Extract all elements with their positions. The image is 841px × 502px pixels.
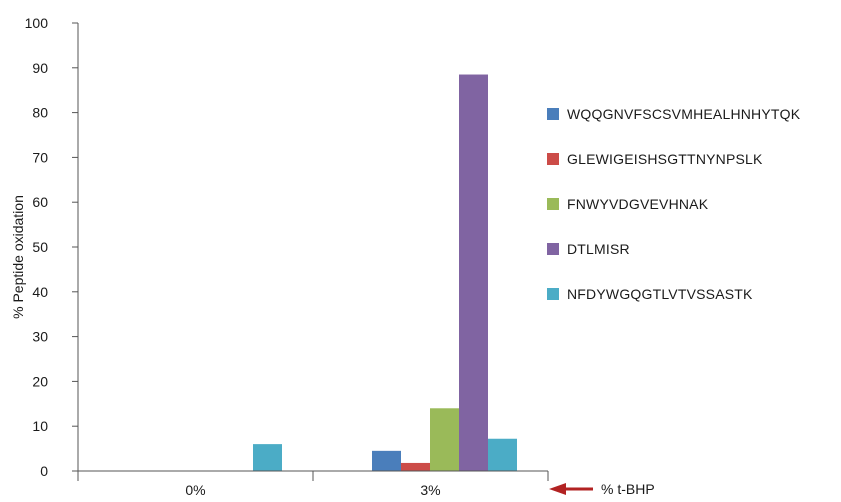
legend-label: DTLMISR: [567, 241, 630, 257]
y-tick-label: 60: [32, 194, 48, 210]
bar: [430, 408, 459, 471]
legend-swatch: [547, 288, 559, 300]
y-axis: [72, 22, 79, 472]
y-tick-label: 20: [32, 373, 48, 389]
y-tick-label: 80: [32, 105, 48, 121]
legend-label: GLEWIGEISHSGTTNYNPSLK: [567, 151, 763, 167]
bar: [488, 438, 517, 471]
legend-label: FNWYVDGVEVHNAK: [567, 196, 709, 212]
x-axis-title: % t-BHP: [601, 481, 655, 497]
legend: WQQGNVFSCSVMHEALHNHYTQK GLEWIGEISHSGTTNYN…: [547, 106, 801, 302]
x-axis-title-group: % t-BHP: [549, 481, 655, 497]
legend-swatch: [547, 153, 559, 165]
bar: [459, 74, 488, 472]
bar: [253, 444, 282, 471]
arrow-icon: [549, 483, 593, 495]
y-tick-label: 90: [32, 60, 48, 76]
bar: [372, 450, 401, 471]
legend-label: NFDYWGQGTLVTVSSASTK: [567, 286, 753, 302]
y-tick-label: 70: [32, 149, 48, 165]
legend-swatch: [547, 108, 559, 120]
x-tick-labels: 0% 3%: [185, 482, 440, 498]
y-tick-labels: 0 10 20 30 40 50 60 70 80 90 100: [25, 15, 49, 479]
y-tick-label: 100: [25, 15, 49, 31]
legend-swatch: [547, 243, 559, 255]
y-tick-label: 30: [32, 329, 48, 345]
y-tick-label: 50: [32, 239, 48, 255]
x-tick-label: 0%: [185, 482, 205, 498]
y-tick-label: 40: [32, 284, 48, 300]
bar: [401, 462, 430, 471]
y-axis-title: % Peptide oxidation: [10, 195, 26, 319]
x-tick-label: 3%: [420, 482, 440, 498]
y-tick-label: 0: [40, 463, 48, 479]
legend-label: WQQGNVFSCSVMHEALHNHYTQK: [567, 106, 801, 122]
x-axis: [77, 470, 549, 481]
y-tick-label: 10: [32, 418, 48, 434]
bars: [253, 74, 517, 472]
legend-swatch: [547, 198, 559, 210]
